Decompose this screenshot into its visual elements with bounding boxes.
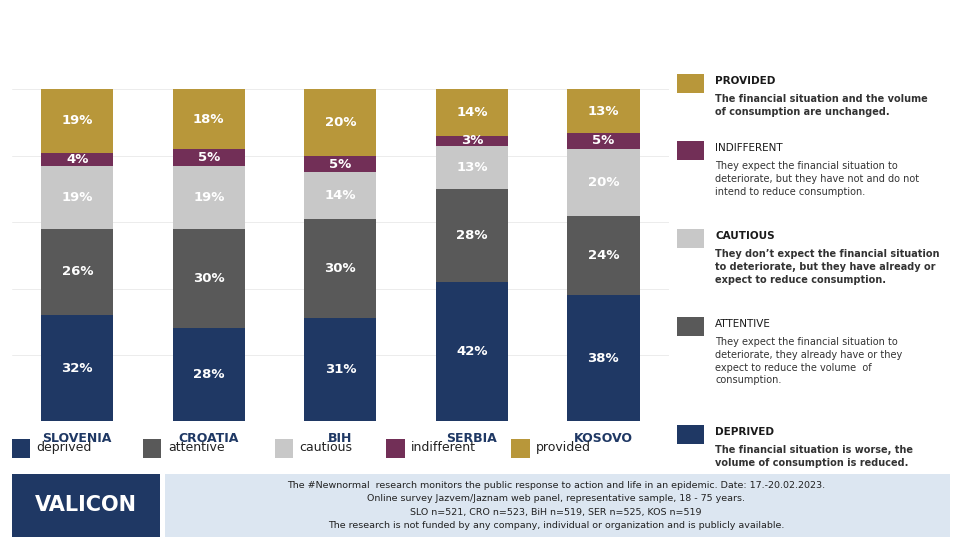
Text: The #Newnormal  research monitors the public response to action and life in an e: The #Newnormal research monitors the pub… [287, 481, 826, 530]
Text: The financial situation and the volume
of consumption are unchanged.: The financial situation and the volume o… [715, 94, 928, 117]
Bar [304, 219, 376, 319]
Bar [512, 438, 530, 457]
Text: provided: provided [537, 441, 591, 454]
Text: Segments of the expected financial situation and consumption: Segments of the expected financial situa… [173, 36, 789, 53]
Bar [567, 215, 639, 295]
Bar [436, 136, 508, 146]
Text: 28%: 28% [456, 229, 488, 242]
Text: 13%: 13% [588, 105, 619, 118]
Text: 19%: 19% [61, 191, 93, 204]
Text: 13%: 13% [456, 161, 488, 174]
Text: 26%: 26% [61, 266, 93, 279]
Bar [677, 229, 704, 248]
Bar [41, 166, 113, 229]
Text: 3%: 3% [461, 134, 483, 147]
Text: CAUTIOUS: CAUTIOUS [715, 231, 775, 241]
Text: 38%: 38% [588, 352, 619, 365]
Bar [567, 295, 639, 421]
Bar [436, 282, 508, 421]
Text: 20%: 20% [588, 176, 619, 189]
Bar [173, 90, 245, 149]
Text: 30%: 30% [324, 262, 356, 275]
Text: PROVIDED: PROVIDED [715, 76, 776, 86]
Text: 28%: 28% [193, 368, 225, 381]
Text: indifferent: indifferent [411, 441, 476, 454]
Bar [173, 229, 245, 328]
Bar [41, 229, 113, 315]
Text: ATTENTIVE: ATTENTIVE [715, 319, 771, 329]
Text: VALICON: VALICON [35, 495, 136, 516]
Bar [164, 474, 950, 537]
Text: They expect the financial situation to
deteriorate, they already have or they
ex: They expect the financial situation to d… [715, 337, 902, 386]
Text: 4%: 4% [66, 153, 88, 166]
Text: 14%: 14% [456, 106, 488, 119]
Bar [436, 146, 508, 189]
Text: 14%: 14% [324, 189, 356, 202]
Bar [12, 474, 160, 537]
Bar [386, 438, 405, 457]
Text: 42%: 42% [456, 345, 488, 358]
Bar [41, 152, 113, 166]
Bar [436, 90, 508, 136]
Bar [275, 438, 293, 457]
Bar [173, 328, 245, 421]
Text: DEPRIVED: DEPRIVED [715, 427, 774, 437]
Text: 32%: 32% [61, 362, 93, 375]
Bar [304, 172, 376, 219]
Bar [173, 166, 245, 229]
Bar [567, 133, 639, 149]
Bar [567, 149, 639, 215]
Text: cautious: cautious [300, 441, 352, 454]
Text: 18%: 18% [193, 113, 225, 126]
Bar [677, 425, 704, 444]
Text: 5%: 5% [592, 134, 614, 147]
Text: attentive: attentive [168, 441, 225, 454]
Bar [304, 156, 376, 172]
Text: deprived: deprived [36, 441, 92, 454]
Text: 24%: 24% [588, 249, 619, 262]
Text: 30%: 30% [193, 272, 225, 285]
Bar [41, 90, 113, 152]
Text: 19%: 19% [193, 191, 225, 204]
Bar [567, 90, 639, 133]
Bar [677, 74, 704, 93]
Text: 19%: 19% [61, 114, 93, 127]
Bar [41, 315, 113, 421]
Text: INDIFFERENT: INDIFFERENT [715, 143, 782, 153]
Bar [12, 438, 30, 457]
Bar [677, 141, 704, 160]
Bar [173, 149, 245, 166]
Text: 20%: 20% [324, 116, 356, 129]
Text: They don’t expect the financial situation
to deteriorate, but they have already : They don’t expect the financial situatio… [715, 249, 940, 285]
Text: 31%: 31% [324, 363, 356, 376]
Bar [436, 189, 508, 282]
Text: 5%: 5% [329, 158, 351, 171]
Bar [143, 438, 161, 457]
Text: 5%: 5% [198, 151, 220, 164]
Bar [304, 319, 376, 421]
Text: The financial situation is worse, the
volume of consumption is reduced.: The financial situation is worse, the vo… [715, 446, 913, 468]
Bar [304, 90, 376, 156]
Bar [677, 317, 704, 336]
Text: They expect the financial situation to
deteriorate, but they have not and do not: They expect the financial situation to d… [715, 161, 920, 197]
